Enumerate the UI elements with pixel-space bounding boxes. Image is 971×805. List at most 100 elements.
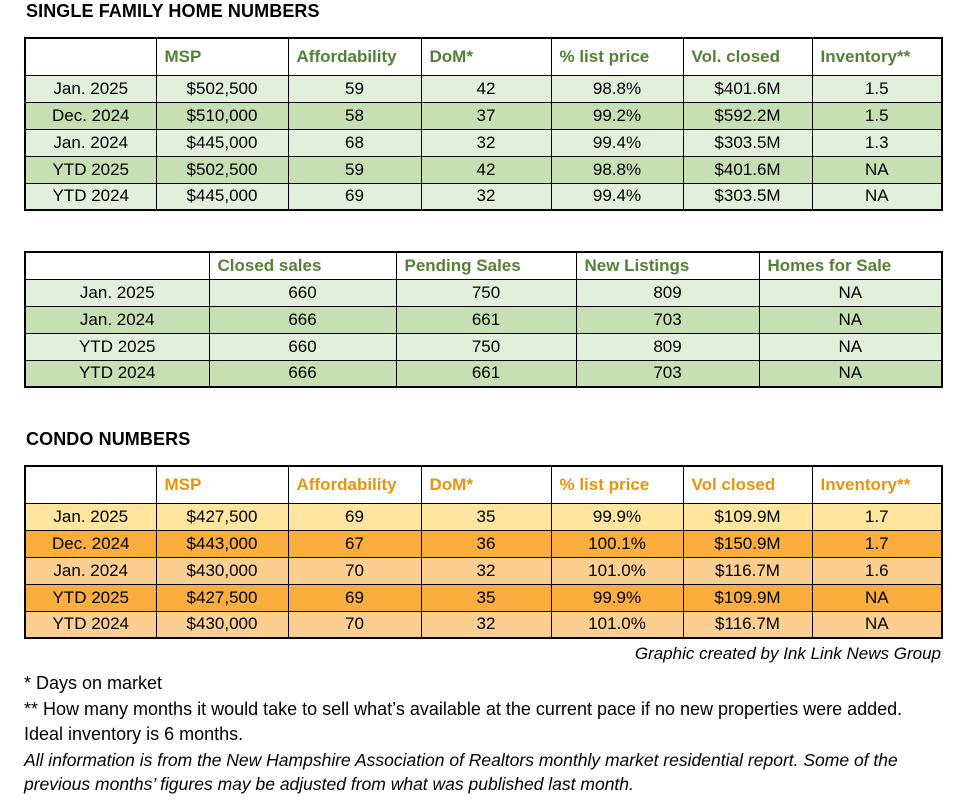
cell: 32	[420, 610, 552, 639]
row-label: Dec. 2024	[24, 101, 157, 130]
footnote-days-on-market: * Days on market	[24, 673, 163, 693]
cell: 703	[575, 305, 760, 334]
cell: $109.9M	[682, 502, 813, 531]
cell: $303.5M	[682, 182, 813, 211]
table-row: Jan. 2025 660 750 809 NA	[24, 278, 943, 307]
cell: 70	[287, 610, 422, 639]
cell: NA	[811, 182, 943, 211]
cell: $502,500	[155, 155, 289, 184]
row-label: YTD 2024	[24, 182, 157, 211]
cell: 59	[287, 155, 422, 184]
cell: 660	[208, 332, 397, 361]
cell: NA	[811, 583, 943, 612]
cell: $510,000	[155, 101, 289, 130]
condo-title: CONDO NUMBERS	[26, 429, 191, 449]
column-header: Vol. closed	[682, 37, 813, 76]
table-row: YTD 2025 660 750 809 NA	[24, 332, 943, 361]
cell: 99.9%	[550, 502, 684, 531]
table-row: YTD 2025 $427,500 69 35 99.9% $109.9M NA	[24, 583, 943, 612]
cell: 703	[575, 359, 760, 388]
column-header: MSP	[155, 37, 289, 76]
column-header: Homes for Sale	[758, 251, 943, 280]
row-label: YTD 2025	[24, 155, 157, 184]
corner-cell	[24, 465, 157, 504]
cell: 661	[395, 359, 577, 388]
cell: $109.9M	[682, 583, 813, 612]
column-header: % list price	[550, 37, 684, 76]
cell: 1.3	[811, 128, 943, 157]
table-row: Jan. 2024 666 661 703 NA	[24, 305, 943, 334]
column-header: % list price	[550, 465, 684, 504]
row-label: Jan. 2025	[24, 74, 157, 103]
cell: 32	[420, 182, 552, 211]
cell: 750	[395, 278, 577, 307]
cell: 32	[420, 128, 552, 157]
cell: 35	[420, 583, 552, 612]
column-header: DoM*	[420, 465, 552, 504]
row-label: YTD 2025	[24, 583, 157, 612]
cell: 99.2%	[550, 101, 684, 130]
table-row: Jan. 2025 $427,500 69 35 99.9% $109.9M 1.7	[24, 502, 943, 531]
single-family-activity-table: Closed sales Pending Sales New Listings Hom…	[24, 251, 943, 388]
header-row: MSP Affordability DoM*% list price Vol clos…	[24, 465, 943, 504]
table-row: YTD 2024 $445,000 69 32 99.4% $303.5M NA	[24, 182, 943, 211]
cell: $430,000	[155, 610, 289, 639]
cell: 660	[208, 278, 397, 307]
condo-summary-table: MSP Affordability DoM*% list price Vol clos…	[24, 465, 943, 639]
column-header: New Listings	[575, 251, 760, 280]
cell: $401.6M	[682, 74, 813, 103]
cell: 98.8%	[550, 74, 684, 103]
single-family-title: SINGLE FAMILY HOME NUMBERS	[26, 1, 320, 21]
corner-cell	[24, 37, 157, 76]
cell: 101.0%	[550, 556, 684, 585]
cell: 1.7	[811, 502, 943, 531]
cell: $303.5M	[682, 128, 813, 157]
cell: $116.7M	[682, 610, 813, 639]
column-header: DoM*	[420, 37, 552, 76]
row-label: Jan. 2024	[24, 128, 157, 157]
cell: 661	[395, 305, 577, 334]
column-header: Vol closed	[682, 465, 813, 504]
row-label: Jan. 2024	[24, 305, 210, 334]
cell: 99.4%	[550, 128, 684, 157]
cell: 1.7	[811, 529, 943, 558]
cell: 32	[420, 556, 552, 585]
cell: 101.0%	[550, 610, 684, 639]
row-label: Jan. 2024	[24, 556, 157, 585]
cell: 42	[420, 155, 552, 184]
cell: $401.6M	[682, 155, 813, 184]
header-row: Closed sales Pending Sales New Listings Hom…	[24, 251, 943, 280]
cell: 809	[575, 332, 760, 361]
column-header: Inventory**	[811, 37, 943, 76]
cell: NA	[758, 278, 943, 307]
table-row: YTD 2025 $502,500 59 42 98.8% $401.6M NA	[24, 155, 943, 184]
cell: $445,000	[155, 128, 289, 157]
cell: NA	[758, 305, 943, 334]
column-header: Inventory**	[811, 465, 943, 504]
cell: $592.2M	[682, 101, 813, 130]
cell: $116.7M	[682, 556, 813, 585]
cell: 69	[287, 583, 422, 612]
table-row: Dec. 2024 $443,000 67 36 100.1% $150.9M 1.7	[24, 529, 943, 558]
row-label: YTD 2024	[24, 359, 210, 388]
cell: NA	[811, 155, 943, 184]
cell: 67	[287, 529, 422, 558]
cell: $427,500	[155, 583, 289, 612]
cell: 809	[575, 278, 760, 307]
cell: 42	[420, 74, 552, 103]
table-row: Dec. 2024 $510,000 58 37 99.2% $592.2M 1.5	[24, 101, 943, 130]
cell: 69	[287, 182, 422, 211]
disclaimer: All information is from the New Hampshir…	[24, 749, 898, 795]
column-header: Affordability	[287, 37, 422, 76]
row-label: Dec. 2024	[24, 529, 157, 558]
cell: $502,500	[155, 74, 289, 103]
cell: 666	[208, 359, 397, 388]
cell: 37	[420, 101, 552, 130]
cell: 98.8%	[550, 155, 684, 184]
column-header: Pending Sales	[395, 251, 577, 280]
corner-cell	[24, 251, 210, 280]
row-label: YTD 2025	[24, 332, 210, 361]
cell: 666	[208, 305, 397, 334]
cell: 70	[287, 556, 422, 585]
cell: 69	[287, 502, 422, 531]
